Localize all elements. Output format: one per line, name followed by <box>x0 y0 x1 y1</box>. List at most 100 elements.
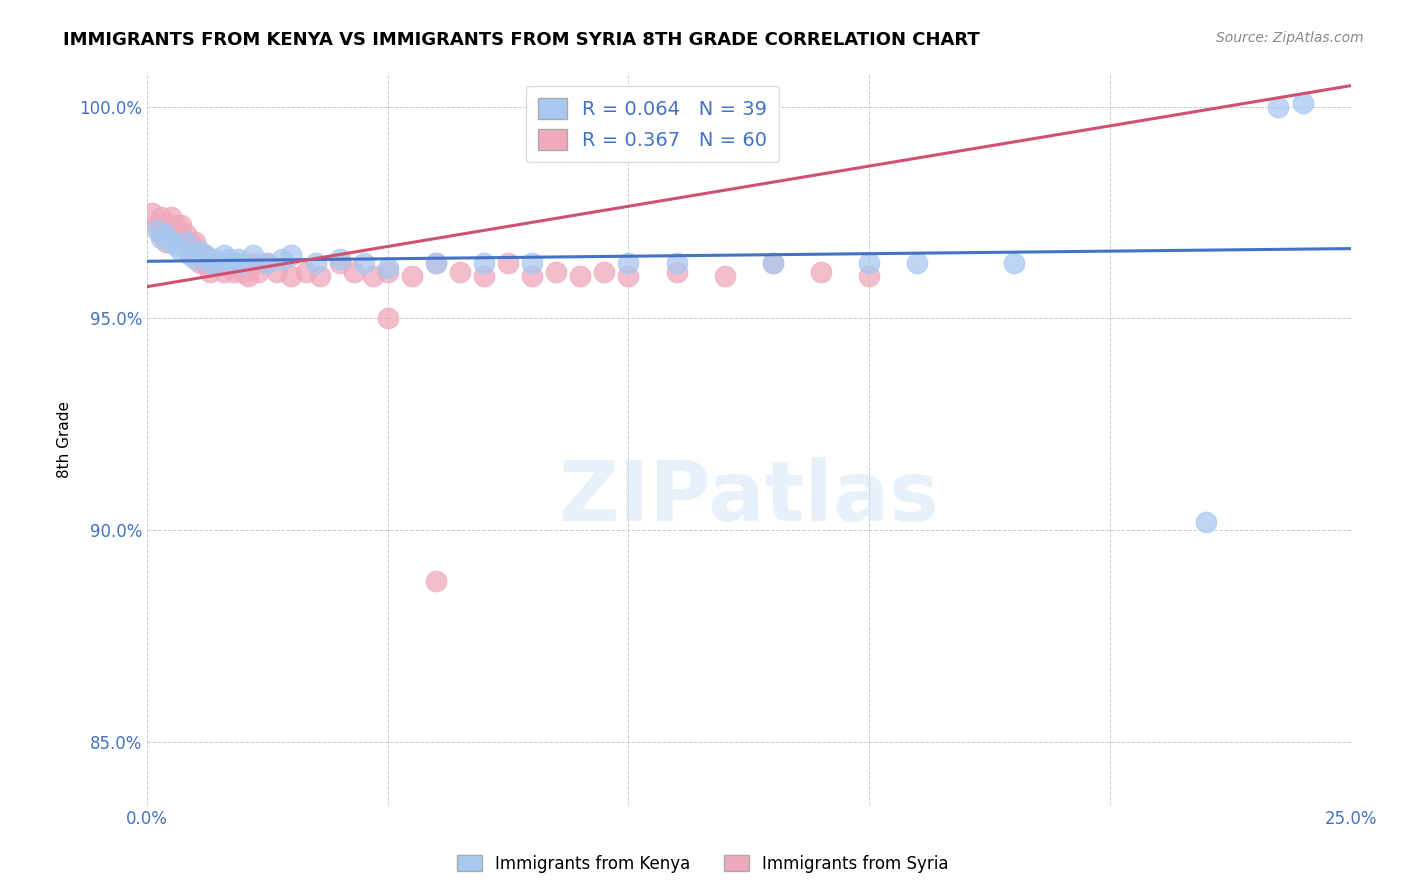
Point <box>472 269 495 284</box>
Point <box>617 256 640 270</box>
Point <box>198 256 221 270</box>
Point <box>377 265 399 279</box>
Point <box>425 256 447 270</box>
Point <box>188 256 211 270</box>
Point <box>208 256 231 270</box>
Point <box>218 256 240 270</box>
Point <box>198 265 221 279</box>
Point <box>270 252 292 267</box>
Point <box>242 256 264 270</box>
Point <box>184 252 207 267</box>
Point <box>236 269 259 284</box>
Point <box>228 256 250 270</box>
Point <box>1291 95 1313 110</box>
Point <box>150 227 173 241</box>
Point <box>150 210 173 224</box>
Point <box>905 256 928 270</box>
Point <box>858 269 880 284</box>
Point <box>184 244 207 258</box>
Point <box>361 269 384 284</box>
Point <box>198 256 221 270</box>
Text: ZIPatlas: ZIPatlas <box>558 457 939 538</box>
Point <box>569 269 592 284</box>
Y-axis label: 8th Grade: 8th Grade <box>58 401 72 477</box>
Point <box>520 269 543 284</box>
Point <box>194 256 217 270</box>
Point <box>194 248 217 262</box>
Point <box>343 265 366 279</box>
Point <box>353 256 375 270</box>
Legend: R = 0.064   N = 39, R = 0.367   N = 60: R = 0.064 N = 39, R = 0.367 N = 60 <box>526 87 779 161</box>
Point <box>304 256 326 270</box>
Point <box>665 265 688 279</box>
Point <box>155 219 177 233</box>
Point <box>179 235 201 250</box>
Point <box>449 265 471 279</box>
Point <box>160 227 183 241</box>
Point <box>425 574 447 588</box>
Point <box>329 256 352 270</box>
Point <box>212 265 235 279</box>
Point <box>160 235 183 250</box>
Point <box>1002 256 1025 270</box>
Point <box>1267 100 1289 114</box>
Point <box>174 235 197 250</box>
Point <box>256 256 278 270</box>
Point <box>188 248 211 262</box>
Point <box>232 265 254 279</box>
Point <box>145 219 167 233</box>
Point <box>212 248 235 262</box>
Point <box>617 269 640 284</box>
Point <box>174 235 197 250</box>
Point <box>202 252 225 267</box>
Point <box>858 256 880 270</box>
Point <box>713 269 735 284</box>
Point <box>472 256 495 270</box>
Point <box>141 205 163 219</box>
Point <box>188 244 211 258</box>
Point <box>665 256 688 270</box>
Point <box>295 265 318 279</box>
Point <box>150 231 173 245</box>
Point <box>179 248 201 262</box>
Point <box>496 256 519 270</box>
Point <box>762 256 785 270</box>
Point <box>425 256 447 270</box>
Point <box>329 252 352 267</box>
Point <box>232 256 254 270</box>
Point <box>377 311 399 326</box>
Point <box>309 269 332 284</box>
Point <box>155 227 177 241</box>
Point <box>228 252 250 267</box>
Point <box>762 256 785 270</box>
Point <box>179 244 201 258</box>
Point <box>520 256 543 270</box>
Point <box>160 210 183 224</box>
Point <box>546 265 568 279</box>
Point <box>246 265 269 279</box>
Point <box>170 235 193 250</box>
Point <box>401 269 423 284</box>
Point <box>1195 515 1218 529</box>
Point <box>810 265 832 279</box>
Point <box>194 248 217 262</box>
Point <box>593 265 616 279</box>
Point <box>165 239 187 253</box>
Point <box>280 248 302 262</box>
Point <box>256 256 278 270</box>
Point <box>377 260 399 275</box>
Point <box>174 227 197 241</box>
Text: Source: ZipAtlas.com: Source: ZipAtlas.com <box>1216 31 1364 45</box>
Point <box>202 256 225 270</box>
Point <box>222 256 245 270</box>
Point <box>165 227 187 241</box>
Point <box>165 219 187 233</box>
Point <box>242 248 264 262</box>
Legend: Immigrants from Kenya, Immigrants from Syria: Immigrants from Kenya, Immigrants from S… <box>450 848 956 880</box>
Point <box>218 252 240 267</box>
Text: IMMIGRANTS FROM KENYA VS IMMIGRANTS FROM SYRIA 8TH GRADE CORRELATION CHART: IMMIGRANTS FROM KENYA VS IMMIGRANTS FROM… <box>63 31 980 49</box>
Point <box>155 235 177 250</box>
Point <box>280 269 302 284</box>
Point <box>266 265 288 279</box>
Point <box>170 219 193 233</box>
